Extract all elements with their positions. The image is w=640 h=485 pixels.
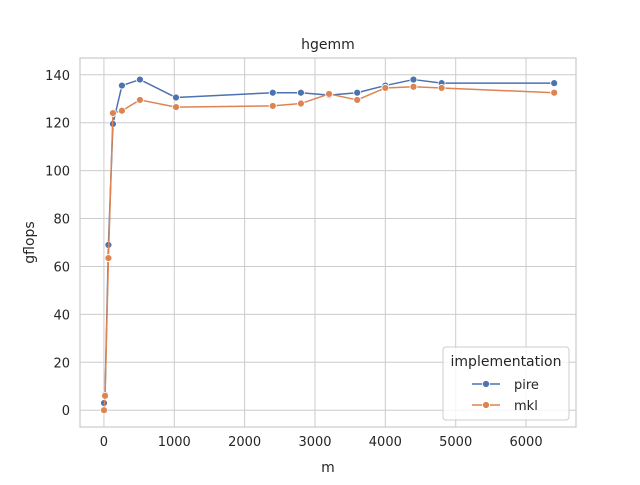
data-point-mkl [136,96,144,104]
x-tick-label: 6000 [510,435,543,450]
x-tick-label: 5000 [439,435,472,450]
chart-title: hgemm [301,37,355,53]
data-point-pire [136,75,144,84]
data-point-mkl [297,99,305,108]
x-tick-label: 4000 [369,435,402,450]
y-tick-label: 80 [53,213,70,228]
data-point-mkl [550,88,559,97]
y-tick-label: 140 [45,69,70,84]
data-point-mkl [268,102,277,110]
grid-lines [80,58,576,427]
legend-title: implementation [451,354,562,370]
legend-marker-pire [482,380,490,388]
data-point-mkl [409,82,418,91]
data-point-mkl [109,109,117,118]
legend-label-pire: pire [514,378,539,393]
legend-label-mkl: mkl [514,399,538,414]
legend-marker-mkl [482,401,490,409]
data-point-mkl [437,84,446,92]
y-tick-label: 40 [53,308,70,323]
x-axis-label: m [321,460,335,476]
data-point-mkl [172,103,180,112]
x-tick-label: 1000 [158,435,191,450]
data-point-pire [353,88,362,97]
data-point-pire [268,88,277,97]
y-axis-label: gflops [22,221,38,263]
data-point-mkl [100,406,108,415]
y-tick-label: 20 [53,356,70,371]
x-tick-label: 3000 [298,435,331,450]
data-point-pire [172,93,180,102]
y-tick-label: 0 [62,404,70,419]
data-point-mkl [353,96,362,104]
x-tick-label: 0 [100,435,108,450]
data-point-pire [118,81,126,90]
legend-box [442,346,570,421]
tick-labels: 0 1000 2000 3000 4000 5000 6000 0 20 40 60 80 100 120… [45,69,542,450]
data-point-pire [409,75,418,84]
legend: implementation pire mkl [442,346,570,421]
data-point-mkl [101,391,109,400]
data-point-pire [297,88,305,97]
y-tick-label: 100 [45,165,70,180]
data-point-mkl [325,90,333,98]
y-tick-label: 60 [53,260,70,275]
series-group [100,75,559,415]
data-point-mkl [381,84,390,92]
data-point-mkl [118,106,126,115]
data-point-mkl [104,254,113,262]
plot-frame [79,57,577,428]
x-tick-label: 2000 [228,435,261,450]
y-tick-label: 120 [45,117,70,132]
data-point-pire [550,79,559,88]
series-mkl [100,82,559,415]
